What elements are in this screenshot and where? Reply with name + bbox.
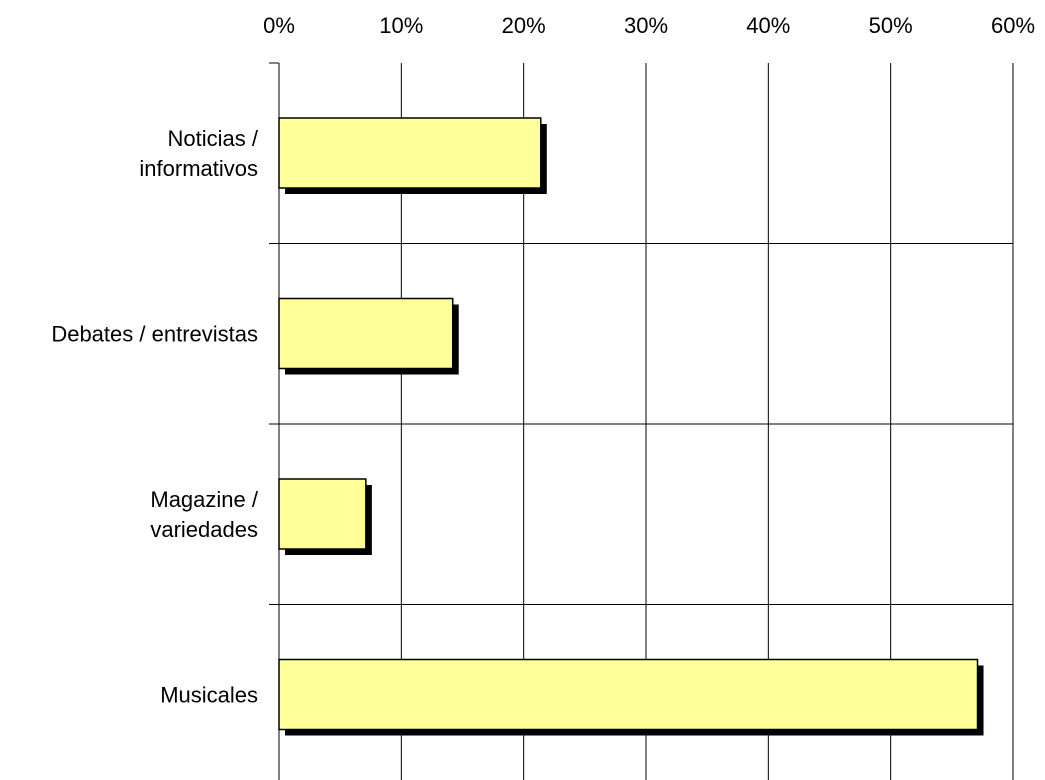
x-tick-label-0: 0%	[263, 13, 295, 38]
category-label-0-line-0: Noticias /	[168, 126, 259, 151]
x-tick-label-3: 30%	[624, 13, 668, 38]
category-label-3-line-0: Musicales	[160, 683, 258, 708]
bar-2	[278, 478, 367, 550]
category-label-1: Debates / entrevistas	[51, 322, 258, 347]
x-tick-label-1: 10%	[379, 13, 423, 38]
bars	[278, 117, 984, 736]
bar-1	[278, 297, 454, 370]
x-axis-ticks: 0% 10% 20% 30% 40% 50% 60%	[263, 13, 1035, 38]
category-label-2: Magazine / variedades	[150, 487, 259, 542]
category-labels: Noticias / informativos Debates / entrevis…	[51, 126, 259, 708]
x-tick-label-6: 60%	[991, 13, 1035, 38]
bar-0	[278, 117, 542, 189]
x-tick-label-2: 20%	[502, 13, 546, 38]
x-tick-label-5: 50%	[869, 13, 913, 38]
category-label-3: Musicales	[160, 683, 258, 708]
category-label-0-line-1: informativos	[139, 156, 258, 181]
category-label-2-line-0: Magazine /	[150, 487, 259, 512]
category-label-1-line-0: Debates / entrevistas	[51, 322, 258, 347]
bar-3	[278, 658, 979, 731]
category-label-2-line-1: variedades	[150, 517, 258, 542]
x-tick-label-4: 40%	[746, 13, 790, 38]
category-label-0: Noticias / informativos	[139, 126, 258, 181]
